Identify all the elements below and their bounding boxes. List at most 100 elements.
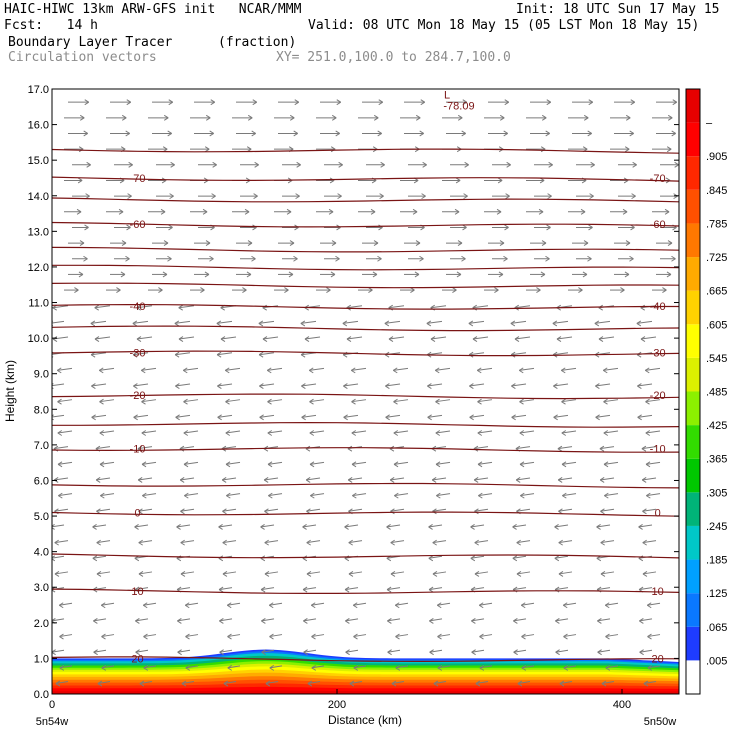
colorbar-label: .065 <box>706 622 727 634</box>
contour-label: -20 <box>650 390 666 402</box>
wind-vector-head <box>101 633 106 640</box>
wind-vector-head <box>100 492 105 499</box>
wind-vector <box>180 508 195 512</box>
wind-vector-head <box>625 114 631 121</box>
temperature-contour <box>52 447 679 453</box>
wind-vector <box>599 446 615 450</box>
wind-vector <box>353 665 367 669</box>
wind-vector-head <box>387 617 392 624</box>
wind-vector-head <box>600 539 605 546</box>
wind-vector <box>261 587 275 591</box>
wind-vector <box>183 399 199 403</box>
wind-vector-head <box>141 461 147 468</box>
wind-vector-head <box>379 193 384 200</box>
wind-vector-head <box>209 255 214 262</box>
wind-vector-head <box>227 633 232 640</box>
colorbar-cell <box>686 391 700 426</box>
wind-vector <box>58 493 73 497</box>
wind-vector <box>259 383 275 387</box>
wind-vector <box>435 367 451 371</box>
wind-vector-head <box>293 130 298 137</box>
wind-vector-head <box>561 398 566 405</box>
wind-vector <box>430 305 447 309</box>
wind-vector <box>519 399 535 403</box>
wind-vector <box>516 477 531 481</box>
wind-vector-head <box>134 524 139 530</box>
wind-vector-head <box>254 161 259 168</box>
wind-vector <box>351 461 367 465</box>
colorbar-cell <box>686 324 700 358</box>
colorbar-cell <box>686 593 700 627</box>
wind-vector <box>477 399 493 403</box>
temperature-contour <box>52 588 679 594</box>
wind-vector-head <box>555 617 560 624</box>
wind-vector-head <box>185 664 191 671</box>
wind-vector-head <box>302 586 308 593</box>
wind-vector <box>603 367 619 371</box>
wind-vector-head <box>59 633 64 640</box>
wind-vector <box>301 414 317 418</box>
y-axis-title: Height (km) <box>3 360 17 422</box>
wind-vector-head <box>385 383 390 389</box>
wind-vector-head <box>557 445 563 452</box>
wind-vector-head <box>132 351 138 358</box>
colorbar-label: .245 <box>706 521 727 533</box>
y-tick-label: 16.0 <box>28 120 49 132</box>
wind-vector <box>428 524 443 528</box>
wind-vector-head <box>392 367 398 374</box>
wind-vector-head <box>672 99 678 106</box>
wind-vector <box>428 555 443 559</box>
wind-vector-head <box>645 461 651 468</box>
wind-vector <box>59 634 73 638</box>
wind-vector-head <box>348 539 353 546</box>
wind-vector-head <box>388 336 394 342</box>
wind-vector-head <box>83 255 88 262</box>
y-tick-label: 4.0 <box>34 547 49 559</box>
wind-vector-head <box>342 320 348 327</box>
wind-vector-head <box>395 633 400 640</box>
wind-vector <box>387 618 401 622</box>
contour-label: 10 <box>652 586 664 598</box>
wind-vector-head <box>435 461 441 468</box>
wind-vector-head <box>553 383 558 389</box>
wind-vector <box>470 555 485 559</box>
wind-vector-head <box>518 367 524 374</box>
wind-vector-head <box>583 114 589 121</box>
wind-vector <box>133 352 149 356</box>
wind-vector <box>471 649 485 653</box>
contour-label: -10 <box>130 443 146 455</box>
wind-vector <box>346 305 363 309</box>
colorbar-cell <box>686 89 700 123</box>
wind-vector <box>390 571 405 575</box>
wind-vector <box>477 367 493 371</box>
wind-vector-head <box>126 99 132 106</box>
contour-label: -30 <box>130 347 146 359</box>
wind-vector <box>303 618 317 622</box>
wind-vector-head <box>54 571 60 577</box>
wind-vector-head <box>338 161 343 168</box>
wind-vector-head <box>643 680 649 687</box>
colorbar-cell <box>686 122 700 157</box>
wind-vector <box>645 399 661 403</box>
wind-vector <box>472 336 489 340</box>
wind-vector <box>432 571 447 575</box>
wind-vector <box>92 524 107 528</box>
wind-vector-head <box>218 524 223 530</box>
wind-vector-head <box>394 602 400 609</box>
wind-vector-head <box>558 539 563 546</box>
wind-vector-head <box>393 398 398 405</box>
wind-vector-head <box>306 571 312 577</box>
wind-vector-head <box>666 146 672 153</box>
wind-vector <box>471 618 485 622</box>
wind-vector-head <box>300 320 306 327</box>
wind-vector-head <box>645 430 651 436</box>
wind-vector <box>52 618 65 622</box>
wind-vector-head <box>629 255 634 262</box>
wind-vector-head <box>519 461 525 468</box>
wind-vector-head <box>142 602 148 609</box>
wind-vector-head <box>432 571 438 577</box>
wind-vector <box>595 414 611 418</box>
header-line1-left: HAIC-HIWC 13km ARW-GFS init NCAR/MMM <box>4 2 302 17</box>
wind-vector-head <box>175 383 180 389</box>
wind-vector <box>57 430 73 434</box>
